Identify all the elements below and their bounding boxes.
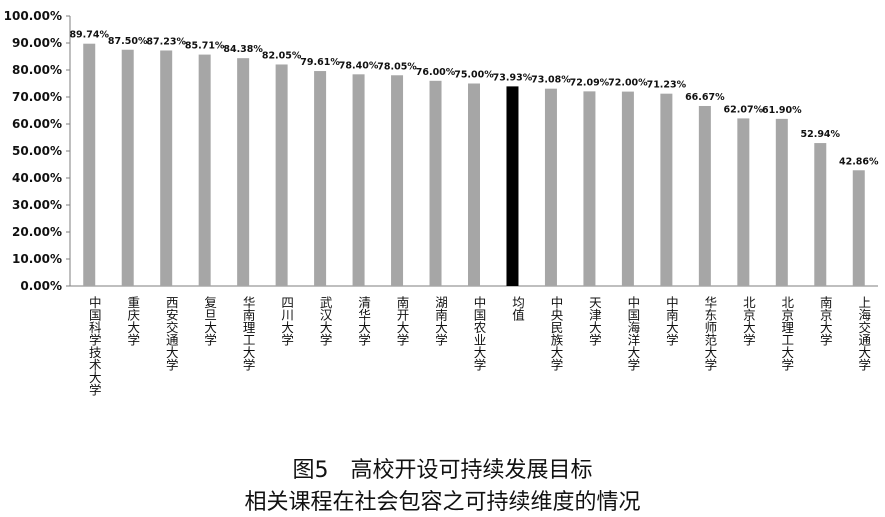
figure-caption-line-1: 图5 高校开设可持续发展目标 [292, 458, 593, 483]
data-label: 84.38% [223, 44, 263, 55]
bar [83, 43, 96, 287]
data-label: 87.50% [108, 36, 148, 47]
x-axis-labels: 中国科学技术大学 重庆大学 西安交通大学 复旦大学 华南理工大学 四川大学 武汉大学 清华大学… [87, 295, 872, 396]
data-label: 42.86% [839, 156, 879, 167]
y-tick-label: 40.00% [12, 171, 62, 185]
y-tick-label: 0.00% [20, 279, 62, 293]
y-tick-label: 70.00% [12, 90, 62, 104]
bar [621, 91, 634, 286]
x-tick-label: 南开大学 [395, 295, 410, 346]
y-tick-label: 90.00% [12, 36, 62, 50]
data-label: 52.94% [800, 129, 840, 140]
data-label: 66.67% [685, 92, 725, 103]
x-tick-label: 北京大学 [741, 296, 756, 346]
bar [544, 88, 557, 287]
data-label: 87.23% [146, 36, 186, 47]
x-tick-label: 华东师范大学 [702, 295, 717, 371]
y-tick-label: 60.00% [12, 117, 62, 131]
bar [814, 143, 827, 286]
x-tick-label: 南京大学 [818, 295, 833, 346]
bar [660, 93, 673, 286]
data-label: 62.07% [724, 104, 764, 115]
x-tick-label: 上海交通大学 [856, 296, 871, 371]
bar [852, 170, 865, 286]
data-label: 89.74% [69, 30, 109, 41]
x-tick-label: 四川大学 [279, 296, 294, 346]
data-label: 78.40% [339, 60, 379, 71]
x-tick-label: 中国农业大学 [472, 295, 487, 371]
x-tick-label: 清华大学 [356, 296, 371, 346]
bar-chart: 0.00% 10.00% 20.00% 30.00% 40.00% 50.00% 60.00… [4, 9, 879, 396]
bar [698, 105, 711, 286]
x-tick-label: 北京理工大学 [779, 296, 794, 371]
y-tick-label: 30.00% [12, 198, 62, 212]
x-tick-label: 中国科学技术大学 [87, 295, 102, 396]
bar [198, 54, 211, 286]
data-label: 82.05% [262, 50, 302, 61]
x-tick-label: 天津大学 [587, 296, 602, 346]
x-tick-label: 华南理工大学 [241, 295, 256, 371]
bar [314, 71, 327, 286]
x-tick-label: 西安交通大学 [164, 296, 179, 371]
data-label: 75.00% [454, 70, 494, 81]
bar [468, 83, 480, 286]
x-tick-label: 武汉大学 [318, 296, 333, 346]
bar [391, 75, 404, 286]
data-label: 72.00% [608, 78, 648, 89]
x-tick-label: 湖南大学 [433, 295, 448, 346]
data-label: 72.09% [570, 77, 610, 88]
figure-caption-line-2: 相关课程在社会包容之可持续维度的情况 [244, 490, 641, 515]
y-tick-label: 20.00% [12, 225, 62, 239]
data-label: 79.61% [300, 57, 340, 68]
bar [583, 91, 596, 287]
y-tick-label: 80.00% [12, 63, 62, 77]
bar [237, 58, 250, 287]
bars [83, 43, 865, 287]
bar [275, 64, 288, 286]
x-tick-label: 均值 [510, 296, 525, 322]
y-tick-label: 50.00% [12, 144, 62, 158]
data-label: 76.00% [416, 67, 456, 78]
bar [429, 80, 442, 286]
x-tick-label: 中南大学 [664, 295, 679, 346]
x-tick-label: 中国海洋大学 [625, 295, 640, 371]
bar [352, 74, 365, 286]
bar-average [506, 86, 519, 286]
data-label: 85.71% [185, 41, 225, 52]
data-label: 71.23% [647, 80, 687, 91]
x-tick-label: 重庆大学 [125, 295, 140, 346]
x-tick-label: 复旦大学 [202, 296, 217, 346]
data-label: 78.05% [377, 61, 417, 72]
y-axis: 0.00% 10.00% 20.00% 30.00% 40.00% 50.00% 60.00… [4, 9, 878, 293]
data-label: 73.08% [531, 75, 571, 86]
data-label: 61.90% [762, 105, 802, 116]
bar [160, 50, 173, 286]
x-tick-label: 中央民族大学 [548, 295, 563, 371]
y-tick-label: 10.00% [12, 252, 62, 266]
value-labels: 89.74%87.50%87.23%85.71%84.38%82.05%79.6… [69, 30, 879, 168]
bar [737, 118, 750, 286]
bar [121, 49, 134, 286]
y-tick-label: 100.00% [4, 9, 62, 23]
bar [775, 118, 788, 287]
data-label: 73.93% [493, 72, 533, 83]
